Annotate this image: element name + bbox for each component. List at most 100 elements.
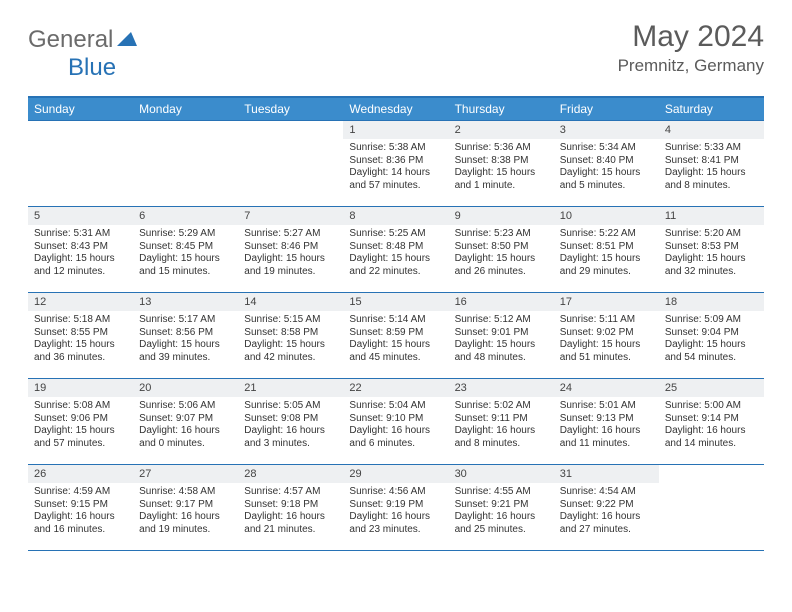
day-details: Sunrise: 5:12 AMSunset: 9:01 PMDaylight:… xyxy=(449,311,554,368)
week-row: 19Sunrise: 5:08 AMSunset: 9:06 PMDayligh… xyxy=(28,379,764,465)
day-cell: 26Sunrise: 4:59 AMSunset: 9:15 PMDayligh… xyxy=(28,465,133,551)
daylight-text: Daylight: 15 hours and 22 minutes. xyxy=(349,253,442,278)
sunset-text: Sunset: 8:51 PM xyxy=(560,241,653,254)
sunrise-text: Sunrise: 5:29 AM xyxy=(139,228,232,241)
week-row: 26Sunrise: 4:59 AMSunset: 9:15 PMDayligh… xyxy=(28,465,764,551)
day-cell: 23Sunrise: 5:02 AMSunset: 9:11 PMDayligh… xyxy=(449,379,554,465)
day-number: 3 xyxy=(554,121,659,139)
day-cell: 30Sunrise: 4:55 AMSunset: 9:21 PMDayligh… xyxy=(449,465,554,551)
day-cell: 16Sunrise: 5:12 AMSunset: 9:01 PMDayligh… xyxy=(449,293,554,379)
day-cell: 15Sunrise: 5:14 AMSunset: 8:59 PMDayligh… xyxy=(343,293,448,379)
day-details: Sunrise: 4:55 AMSunset: 9:21 PMDaylight:… xyxy=(449,483,554,540)
daylight-text: Daylight: 15 hours and 1 minute. xyxy=(455,167,548,192)
day-details: Sunrise: 5:33 AMSunset: 8:41 PMDaylight:… xyxy=(659,139,764,196)
day-number: 31 xyxy=(554,465,659,483)
day-cell: 8Sunrise: 5:25 AMSunset: 8:48 PMDaylight… xyxy=(343,207,448,293)
daylight-text: Daylight: 15 hours and 26 minutes. xyxy=(455,253,548,278)
day-number xyxy=(238,121,343,139)
day-cell: 25Sunrise: 5:00 AMSunset: 9:14 PMDayligh… xyxy=(659,379,764,465)
day-details: Sunrise: 5:14 AMSunset: 8:59 PMDaylight:… xyxy=(343,311,448,368)
sunrise-text: Sunrise: 5:12 AM xyxy=(455,314,548,327)
daylight-text: Daylight: 15 hours and 42 minutes. xyxy=(244,339,337,364)
logo-text-a: General xyxy=(28,26,113,54)
day-details: Sunrise: 5:11 AMSunset: 9:02 PMDaylight:… xyxy=(554,311,659,368)
week-row: 1Sunrise: 5:38 AMSunset: 8:36 PMDaylight… xyxy=(28,121,764,207)
sunrise-text: Sunrise: 5:20 AM xyxy=(665,228,758,241)
sunrise-text: Sunrise: 4:56 AM xyxy=(349,486,442,499)
day-number: 5 xyxy=(28,207,133,225)
day-details: Sunrise: 5:15 AMSunset: 8:58 PMDaylight:… xyxy=(238,311,343,368)
weekday-header: Friday xyxy=(554,97,659,121)
sunrise-text: Sunrise: 5:05 AM xyxy=(244,400,337,413)
sunset-text: Sunset: 8:53 PM xyxy=(665,241,758,254)
sunrise-text: Sunrise: 5:31 AM xyxy=(34,228,127,241)
day-details: Sunrise: 5:29 AMSunset: 8:45 PMDaylight:… xyxy=(133,225,238,282)
sunrise-text: Sunrise: 5:09 AM xyxy=(665,314,758,327)
daylight-text: Daylight: 16 hours and 11 minutes. xyxy=(560,425,653,450)
daylight-text: Daylight: 15 hours and 12 minutes. xyxy=(34,253,127,278)
day-details: Sunrise: 5:20 AMSunset: 8:53 PMDaylight:… xyxy=(659,225,764,282)
day-number: 1 xyxy=(343,121,448,139)
daylight-text: Daylight: 14 hours and 57 minutes. xyxy=(349,167,442,192)
sunrise-text: Sunrise: 4:58 AM xyxy=(139,486,232,499)
day-number: 12 xyxy=(28,293,133,311)
sunset-text: Sunset: 9:13 PM xyxy=(560,413,653,426)
sunset-text: Sunset: 8:38 PM xyxy=(455,155,548,168)
sunset-text: Sunset: 8:46 PM xyxy=(244,241,337,254)
daylight-text: Daylight: 15 hours and 45 minutes. xyxy=(349,339,442,364)
daylight-text: Daylight: 15 hours and 48 minutes. xyxy=(455,339,548,364)
day-cell: 20Sunrise: 5:06 AMSunset: 9:07 PMDayligh… xyxy=(133,379,238,465)
sunrise-text: Sunrise: 5:04 AM xyxy=(349,400,442,413)
daylight-text: Daylight: 16 hours and 14 minutes. xyxy=(665,425,758,450)
day-cell: 13Sunrise: 5:17 AMSunset: 8:56 PMDayligh… xyxy=(133,293,238,379)
day-cell: 29Sunrise: 4:56 AMSunset: 9:19 PMDayligh… xyxy=(343,465,448,551)
day-number: 16 xyxy=(449,293,554,311)
location: Premnitz, Germany xyxy=(618,56,764,76)
day-details: Sunrise: 5:05 AMSunset: 9:08 PMDaylight:… xyxy=(238,397,343,454)
day-cell: 28Sunrise: 4:57 AMSunset: 9:18 PMDayligh… xyxy=(238,465,343,551)
day-details: Sunrise: 4:58 AMSunset: 9:17 PMDaylight:… xyxy=(133,483,238,540)
day-number: 7 xyxy=(238,207,343,225)
sunrise-text: Sunrise: 5:23 AM xyxy=(455,228,548,241)
day-number: 28 xyxy=(238,465,343,483)
sunrise-text: Sunrise: 5:11 AM xyxy=(560,314,653,327)
day-number: 13 xyxy=(133,293,238,311)
sunrise-text: Sunrise: 5:34 AM xyxy=(560,142,653,155)
sunrise-text: Sunrise: 5:27 AM xyxy=(244,228,337,241)
daylight-text: Daylight: 16 hours and 8 minutes. xyxy=(455,425,548,450)
sunset-text: Sunset: 9:11 PM xyxy=(455,413,548,426)
day-cell: 3Sunrise: 5:34 AMSunset: 8:40 PMDaylight… xyxy=(554,121,659,207)
sunset-text: Sunset: 8:56 PM xyxy=(139,327,232,340)
day-number: 4 xyxy=(659,121,764,139)
day-cell xyxy=(28,121,133,207)
daylight-text: Daylight: 15 hours and 36 minutes. xyxy=(34,339,127,364)
day-cell xyxy=(238,121,343,207)
day-details: Sunrise: 5:23 AMSunset: 8:50 PMDaylight:… xyxy=(449,225,554,282)
day-number: 2 xyxy=(449,121,554,139)
day-number: 17 xyxy=(554,293,659,311)
day-details: Sunrise: 5:36 AMSunset: 8:38 PMDaylight:… xyxy=(449,139,554,196)
day-cell: 9Sunrise: 5:23 AMSunset: 8:50 PMDaylight… xyxy=(449,207,554,293)
daylight-text: Daylight: 16 hours and 19 minutes. xyxy=(139,511,232,536)
calendar-table: Sunday Monday Tuesday Wednesday Thursday… xyxy=(28,96,764,551)
day-cell: 18Sunrise: 5:09 AMSunset: 9:04 PMDayligh… xyxy=(659,293,764,379)
day-number: 25 xyxy=(659,379,764,397)
sunset-text: Sunset: 9:14 PM xyxy=(665,413,758,426)
daylight-text: Daylight: 15 hours and 39 minutes. xyxy=(139,339,232,364)
weekday-header: Sunday xyxy=(28,97,133,121)
day-details: Sunrise: 4:57 AMSunset: 9:18 PMDaylight:… xyxy=(238,483,343,540)
daylight-text: Daylight: 15 hours and 32 minutes. xyxy=(665,253,758,278)
daylight-text: Daylight: 15 hours and 8 minutes. xyxy=(665,167,758,192)
sunset-text: Sunset: 9:07 PM xyxy=(139,413,232,426)
day-number: 24 xyxy=(554,379,659,397)
day-cell: 6Sunrise: 5:29 AMSunset: 8:45 PMDaylight… xyxy=(133,207,238,293)
day-details: Sunrise: 5:31 AMSunset: 8:43 PMDaylight:… xyxy=(28,225,133,282)
week-row: 5Sunrise: 5:31 AMSunset: 8:43 PMDaylight… xyxy=(28,207,764,293)
daylight-text: Daylight: 15 hours and 57 minutes. xyxy=(34,425,127,450)
week-row: 12Sunrise: 5:18 AMSunset: 8:55 PMDayligh… xyxy=(28,293,764,379)
sunrise-text: Sunrise: 5:06 AM xyxy=(139,400,232,413)
sunset-text: Sunset: 8:59 PM xyxy=(349,327,442,340)
daylight-text: Daylight: 15 hours and 15 minutes. xyxy=(139,253,232,278)
day-number: 10 xyxy=(554,207,659,225)
day-number: 22 xyxy=(343,379,448,397)
